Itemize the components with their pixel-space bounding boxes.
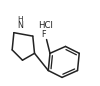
Text: HCl: HCl [38,21,53,30]
Text: H: H [18,16,23,22]
Text: F: F [42,30,46,39]
Text: N: N [17,21,23,30]
